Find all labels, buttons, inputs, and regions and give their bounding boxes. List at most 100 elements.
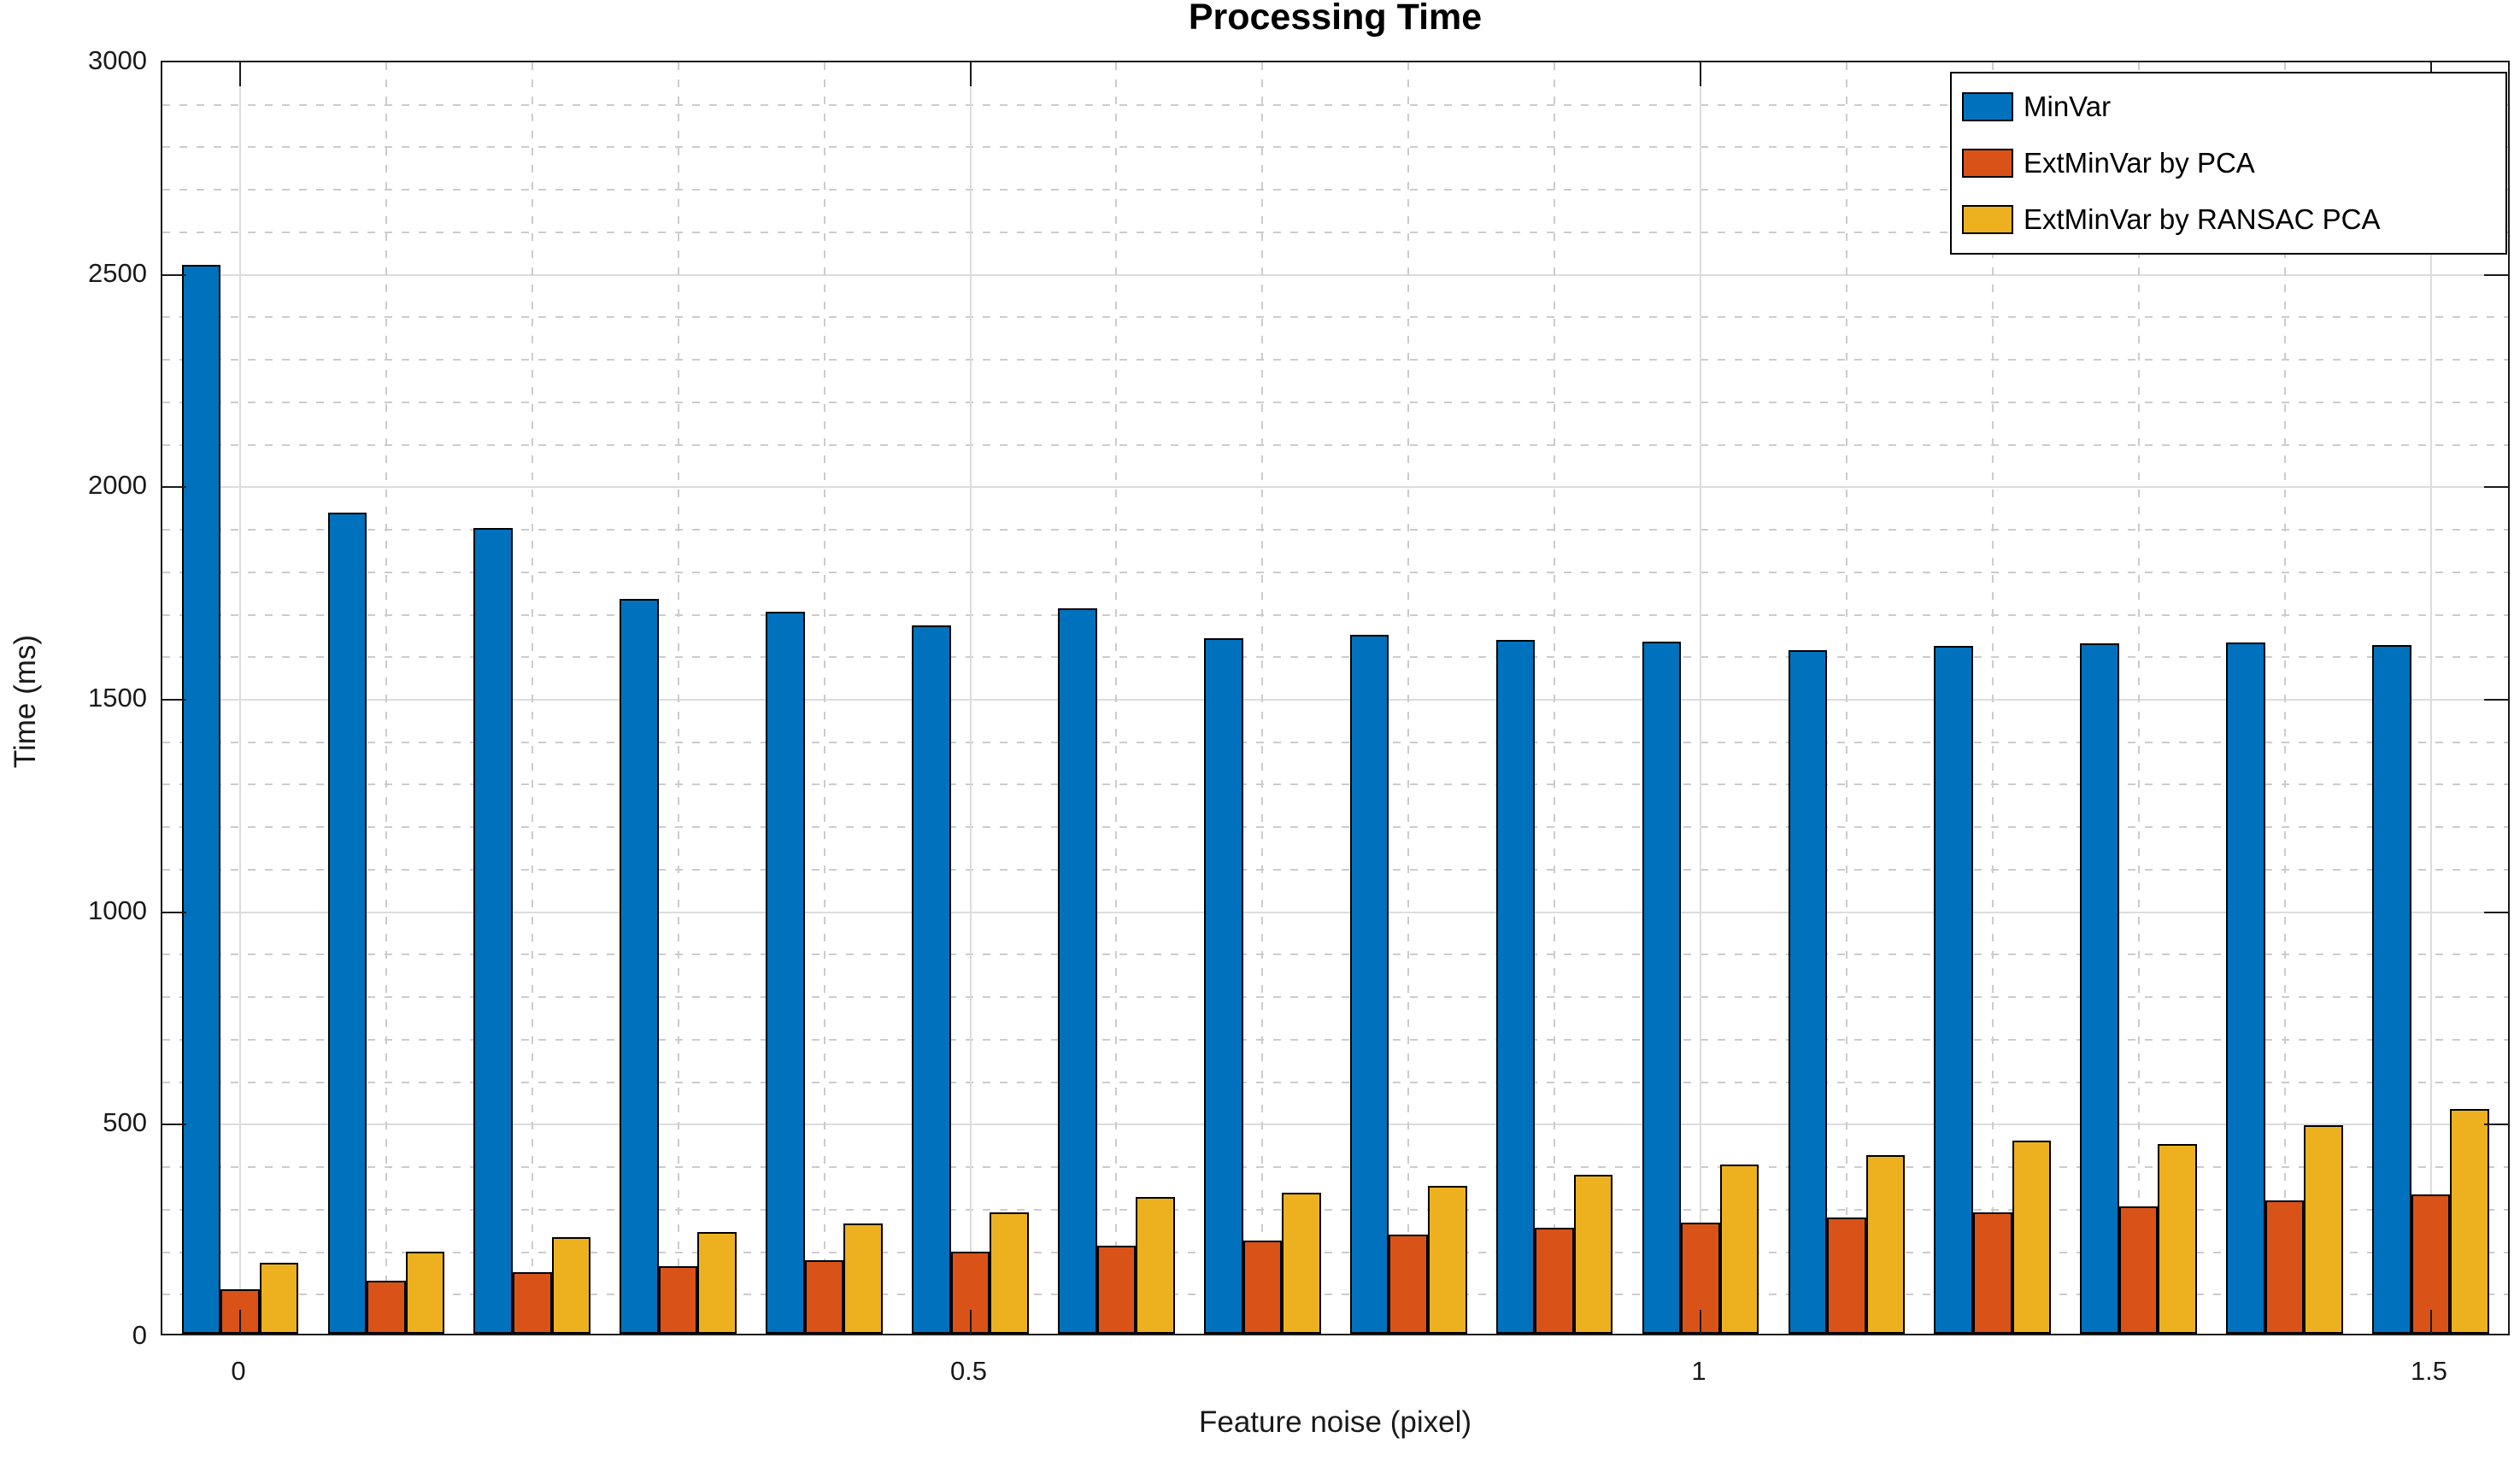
bar-minvar-g6 <box>1058 607 1097 1334</box>
gridline-y-minor <box>162 783 2508 786</box>
gridline-y-minor <box>162 826 2508 829</box>
legend-row: MinVar <box>1962 91 2505 123</box>
bar-extminvar-by-ransac-pca-g14 <box>2304 1124 2343 1334</box>
bar-extminvar-by-pca-g14 <box>2264 1200 2305 1334</box>
bar-extminvar-by-ransac-pca-g7 <box>1282 1192 1321 1334</box>
legend-label: ExtMinVar by RANSAC PCA <box>2024 203 2381 235</box>
gridline-y-minor <box>162 1081 2508 1083</box>
y-tick-left <box>162 911 186 913</box>
gridline-y-minor <box>162 443 2508 446</box>
bar-minvar-g7 <box>1203 637 1243 1334</box>
x-tick-bottom <box>2429 1310 2432 1334</box>
gridline-y-minor <box>162 316 2508 319</box>
y-tick-right <box>2484 1124 2508 1126</box>
bar-extminvar-by-ransac-pca-g11 <box>1865 1154 1906 1334</box>
x-tick-bottom <box>969 1310 972 1334</box>
x-tick-top <box>1700 62 1701 86</box>
y-tick-right <box>2484 911 2508 913</box>
bar-minvar-g8 <box>1349 634 1389 1334</box>
bar-extminvar-by-pca-g3 <box>658 1266 698 1334</box>
bar-extminvar-by-ransac-pca-g4 <box>843 1223 883 1334</box>
gridline-x-minor <box>385 62 387 1334</box>
gridline-x-major <box>239 62 241 1334</box>
gridline-y-minor <box>162 1038 2508 1041</box>
bar-extminvar-by-pca-g8 <box>1389 1234 1428 1334</box>
bar-minvar-g10 <box>1642 642 1682 1334</box>
y-tick-label: 1000 <box>88 895 147 925</box>
bar-extminvar-by-pca-g12 <box>1973 1212 2012 1334</box>
gridline-y-major <box>162 911 2508 913</box>
gridline-y-minor <box>162 529 2508 531</box>
gridline-y-major <box>162 486 2508 489</box>
gridline-y-major <box>162 1124 2508 1126</box>
bar-extminvar-by-pca-g6 <box>1096 1246 1137 1334</box>
bar-minvar-g9 <box>1495 640 1536 1334</box>
bar-extminvar-by-ransac-pca-g5 <box>990 1212 1029 1334</box>
bar-extminvar-by-pca-g9 <box>1535 1228 1574 1334</box>
bar-extminvar-by-pca-g4 <box>804 1260 844 1334</box>
chart-title: Processing Time <box>1188 0 1483 38</box>
x-tick-label: 0 <box>231 1356 246 1386</box>
bar-extminvar-by-ransac-pca-g13 <box>2158 1144 2198 1334</box>
legend-label: ExtMinVar by PCA <box>2024 147 2255 179</box>
x-tick-top <box>969 62 972 86</box>
x-tick-label: 1.5 <box>2410 1356 2448 1386</box>
bar-extminvar-by-ransac-pca-g12 <box>2012 1140 2052 1334</box>
gridline-y-minor <box>162 656 2508 659</box>
y-tick-label: 1500 <box>88 683 147 713</box>
legend-swatch-extminvar-by-ransac-pca <box>1962 205 2013 234</box>
legend-swatch-extminvar-by-pca <box>1962 149 2013 178</box>
gridline-x-major <box>1700 62 1701 1334</box>
bar-extminvar-by-pca-g13 <box>2118 1206 2159 1334</box>
legend-swatch-minvar <box>1962 92 2013 121</box>
bar-extminvar-by-ransac-pca-g8 <box>1427 1185 1467 1334</box>
bar-extminvar-by-ransac-pca-g3 <box>697 1231 737 1334</box>
x-tick-label: 0.5 <box>949 1356 988 1386</box>
bar-extminvar-by-pca-g2 <box>513 1271 552 1334</box>
bar-minvar-g14 <box>2226 642 2265 1334</box>
bar-minvar-g2 <box>473 528 513 1334</box>
legend-label: MinVar <box>2024 91 2112 122</box>
gridline-y-minor <box>162 1166 2508 1169</box>
bar-extminvar-by-ransac-pca-g15 <box>2450 1108 2489 1334</box>
bar-extminvar-by-pca-g1 <box>367 1281 406 1334</box>
legend-row: ExtMinVar by PCA <box>1962 147 2505 179</box>
bar-minvar-g0 <box>181 265 221 1334</box>
gridline-x-minor <box>677 62 679 1334</box>
gridline-x-minor <box>1554 62 1556 1334</box>
y-tick-left <box>162 486 186 489</box>
bar-minvar-g3 <box>620 598 659 1334</box>
x-axis-label: Feature noise (pixel) <box>1198 1405 1472 1439</box>
x-tick-bottom <box>239 1310 241 1334</box>
gridline-x-minor <box>1261 62 1264 1334</box>
y-tick-right <box>2484 273 2508 276</box>
x-tick-top <box>239 62 241 86</box>
bar-minvar-g1 <box>327 512 367 1334</box>
legend-row: ExtMinVar by RANSAC PCA <box>1962 203 2505 236</box>
bar-minvar-g13 <box>2080 643 2119 1334</box>
y-tick-label: 2500 <box>88 257 147 288</box>
y-tick-label: 2000 <box>88 470 147 501</box>
gridline-y-major <box>162 273 2508 276</box>
bar-extminvar-by-ransac-pca-g6 <box>1136 1197 1175 1334</box>
bar-extminvar-by-pca-g7 <box>1242 1240 1283 1334</box>
bar-minvar-g4 <box>766 611 805 1334</box>
gridline-y-minor <box>162 953 2508 956</box>
y-tick-label: 0 <box>132 1320 147 1350</box>
gridline-x-minor <box>1407 62 1410 1334</box>
y-tick-left <box>162 699 186 701</box>
y-tick-label: 500 <box>103 1107 147 1138</box>
legend: MinVar ExtMinVar by PCA ExtMinVar by RANSA… <box>1950 72 2507 255</box>
gridline-y-minor <box>162 741 2508 743</box>
x-tick-label: 1 <box>1691 1356 1706 1386</box>
bar-extminvar-by-ransac-pca-g9 <box>1573 1175 1613 1334</box>
gridline-y-minor <box>162 868 2508 871</box>
bar-extminvar-by-ransac-pca-g1 <box>405 1252 445 1334</box>
bar-extminvar-by-ransac-pca-g0 <box>259 1262 299 1334</box>
bar-minvar-g12 <box>1934 646 1973 1334</box>
bar-minvar-g11 <box>1788 649 1828 1334</box>
y-tick-label: 3000 <box>88 45 147 75</box>
gridline-y-minor <box>162 359 2508 361</box>
bar-extminvar-by-pca-g11 <box>1827 1218 1866 1334</box>
